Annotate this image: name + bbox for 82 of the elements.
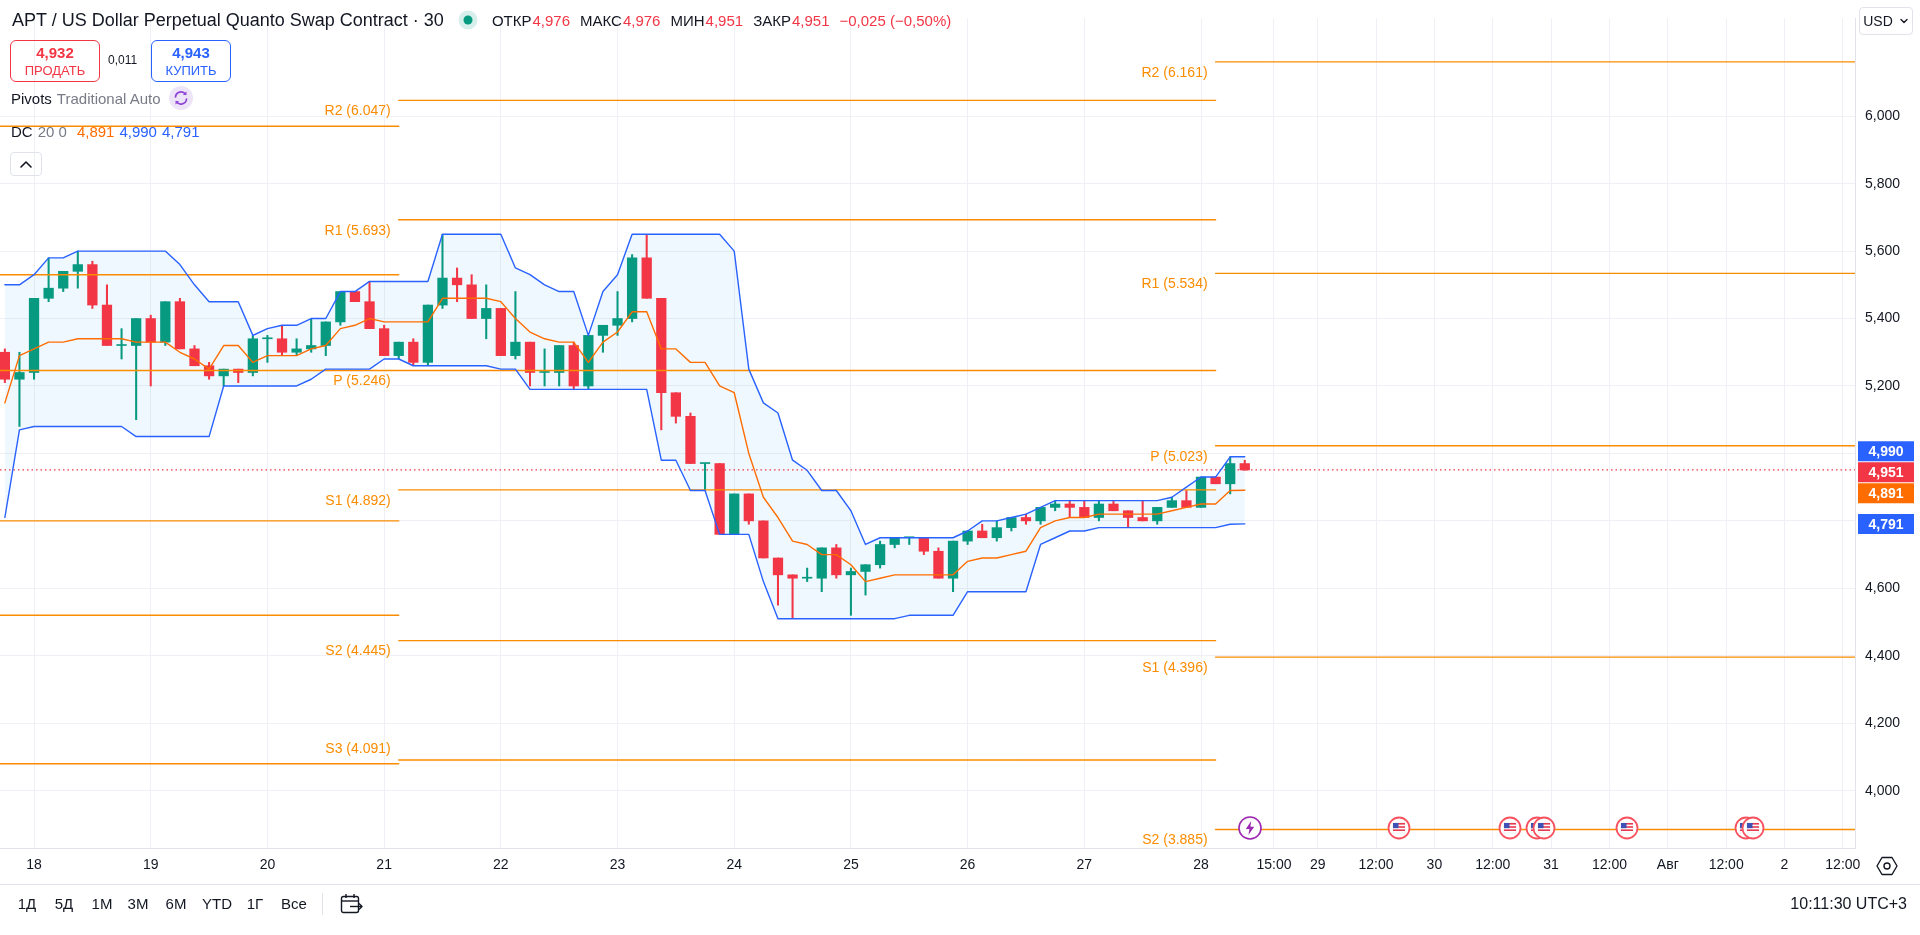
text: 5Д (54, 895, 74, 913)
annotation: Traditional Auto (56, 89, 161, 107)
x-tick-label: 12:00 (1358, 856, 1394, 873)
series-label: S2 (4.445) (325, 642, 391, 659)
x-tick-label: 12:00 (1591, 856, 1628, 873)
annotation: 4,932 (36, 43, 74, 62)
series-label: P (5.023) (1150, 447, 1208, 464)
annotation: 0,011 (108, 53, 138, 67)
button: 4,943 КУПИТЬ (151, 40, 231, 82)
candlestick (612, 291, 623, 336)
series-label: R1 (5.534) (1141, 275, 1208, 292)
text: 1Г (246, 895, 264, 913)
x-tick-label: 27 (1076, 856, 1093, 873)
dropdown: USD (1859, 7, 1913, 35)
y-tick-label: 5,800 (1865, 174, 1901, 191)
series-label: R2 (6.047) (324, 102, 391, 119)
annotation: 4,990 (119, 122, 157, 140)
y-tick-label: 5,200 (1865, 376, 1901, 393)
annotation: КУПИТЬ (165, 61, 217, 79)
x-tick-label: 30 (1426, 856, 1443, 873)
series-label: S3 (4.091) (325, 739, 391, 756)
y-tick-label: 5,400 (1865, 309, 1901, 326)
x-tick-label: 21 (376, 856, 393, 873)
x-tick-label: 15:00 (1256, 856, 1292, 873)
text: 4,891 (1868, 485, 1904, 502)
y-tick-label: 4,000 (1865, 781, 1901, 798)
text: 10:11:30 UTC+3 (1790, 894, 1907, 914)
x-tick-label: 2 (1780, 856, 1789, 873)
annotation: 4,951 (791, 11, 830, 29)
annotation: 20 0 (37, 122, 67, 140)
annotation: ПРОДАТЬ (24, 61, 86, 79)
x-tick-label: 18 (26, 856, 43, 873)
ref-line-label: 4,951 (1868, 464, 1904, 481)
text: 1М (91, 895, 113, 913)
button: 4,932 ПРОДАТЬ (10, 40, 100, 82)
x-tick-label: 31 (1543, 856, 1560, 873)
x-tick-label: 26 (959, 856, 976, 873)
y-tick-label: 4,600 (1865, 579, 1901, 596)
text: YTD (202, 895, 232, 913)
annotation: 4,951 (705, 11, 744, 29)
annotation: ЗАКР (753, 11, 791, 29)
annotation: DC (11, 122, 33, 140)
y-tick-label: 4,200 (1865, 714, 1901, 731)
y-tick-label: 6,000 (1865, 107, 1901, 124)
text: Все (281, 895, 307, 913)
series-label: R1 (5.693) (324, 221, 391, 238)
annotation: 4,791 (161, 122, 200, 140)
annotation: 4,976 (532, 11, 571, 29)
x-tick-label: 22 (493, 856, 509, 873)
x-tick-label: 23 (609, 856, 626, 873)
x-tick-label: 25 (843, 856, 859, 873)
text: 6М (165, 895, 187, 913)
x-tick-label: 12:00 (1708, 856, 1744, 873)
annotation: 4,976 (622, 11, 661, 29)
annotation: 4,891 (76, 122, 115, 140)
x-tick-label: 12:00 (1475, 856, 1511, 873)
annotation: ОТКР (491, 11, 532, 29)
series-label: S1 (4.396) (1142, 658, 1208, 675)
chart-title: APT / US Dollar Perpetual Quanto Swap Contract · 30 (12, 9, 444, 31)
text: 4,791 (1868, 515, 1904, 532)
x-tick-label: Авг (1656, 856, 1679, 873)
text: 3М (127, 895, 149, 913)
annotation: 4,943 (172, 43, 210, 62)
annotation: P (5.246) (333, 372, 391, 389)
x-tick-label: 24 (726, 856, 743, 873)
y-tick-label: 5,600 (1865, 241, 1901, 258)
annotation: МАКС (580, 11, 622, 29)
series-label: S2 (3.885) (1142, 831, 1208, 848)
annotation: МИН (670, 11, 705, 29)
annotation: −0,025 (−0,50%) (839, 11, 952, 29)
series-label: S1 (4.892) (325, 491, 391, 508)
series-label: R2 (6.161) (1141, 63, 1208, 80)
text: 4,990 (1868, 443, 1904, 460)
y-tick-label: 4,400 (1865, 646, 1901, 663)
annotation: Pivots (11, 89, 52, 107)
x-tick-label: 19 (142, 856, 159, 873)
x-tick-label: 29 (1309, 856, 1326, 873)
x-tick-label: 28 (1193, 856, 1210, 873)
x-tick-label: 20 (259, 856, 276, 873)
text: 1Д (17, 895, 37, 913)
candlestick (860, 564, 871, 596)
x-tick-label: 12:00 (1825, 856, 1861, 873)
